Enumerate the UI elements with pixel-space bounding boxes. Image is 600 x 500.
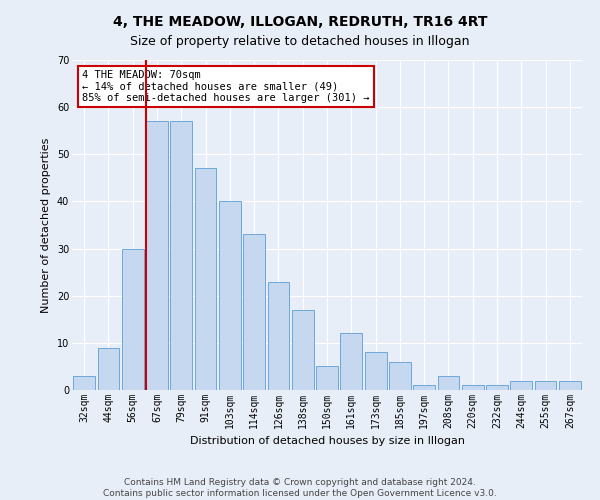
Bar: [146, 122, 168, 390]
Bar: [511, 380, 532, 390]
Bar: [389, 362, 411, 390]
Bar: [340, 334, 362, 390]
Bar: [437, 376, 460, 390]
X-axis label: Distribution of detached houses by size in Illogan: Distribution of detached houses by size …: [190, 436, 464, 446]
Bar: [73, 376, 95, 390]
Text: Size of property relative to detached houses in Illogan: Size of property relative to detached ho…: [130, 35, 470, 48]
Bar: [268, 282, 289, 390]
Y-axis label: Number of detached properties: Number of detached properties: [41, 138, 51, 312]
Text: 4 THE MEADOW: 70sqm
← 14% of detached houses are smaller (49)
85% of semi-detach: 4 THE MEADOW: 70sqm ← 14% of detached ho…: [82, 70, 370, 103]
Bar: [97, 348, 119, 390]
Text: 4, THE MEADOW, ILLOGAN, REDRUTH, TR16 4RT: 4, THE MEADOW, ILLOGAN, REDRUTH, TR16 4R…: [113, 15, 487, 29]
Bar: [243, 234, 265, 390]
Bar: [194, 168, 217, 390]
Bar: [122, 248, 143, 390]
Bar: [316, 366, 338, 390]
Text: Contains HM Land Registry data © Crown copyright and database right 2024.
Contai: Contains HM Land Registry data © Crown c…: [103, 478, 497, 498]
Bar: [219, 202, 241, 390]
Bar: [413, 386, 435, 390]
Bar: [365, 352, 386, 390]
Bar: [462, 386, 484, 390]
Bar: [486, 386, 508, 390]
Bar: [559, 380, 581, 390]
Bar: [292, 310, 314, 390]
Bar: [170, 122, 192, 390]
Bar: [535, 380, 556, 390]
